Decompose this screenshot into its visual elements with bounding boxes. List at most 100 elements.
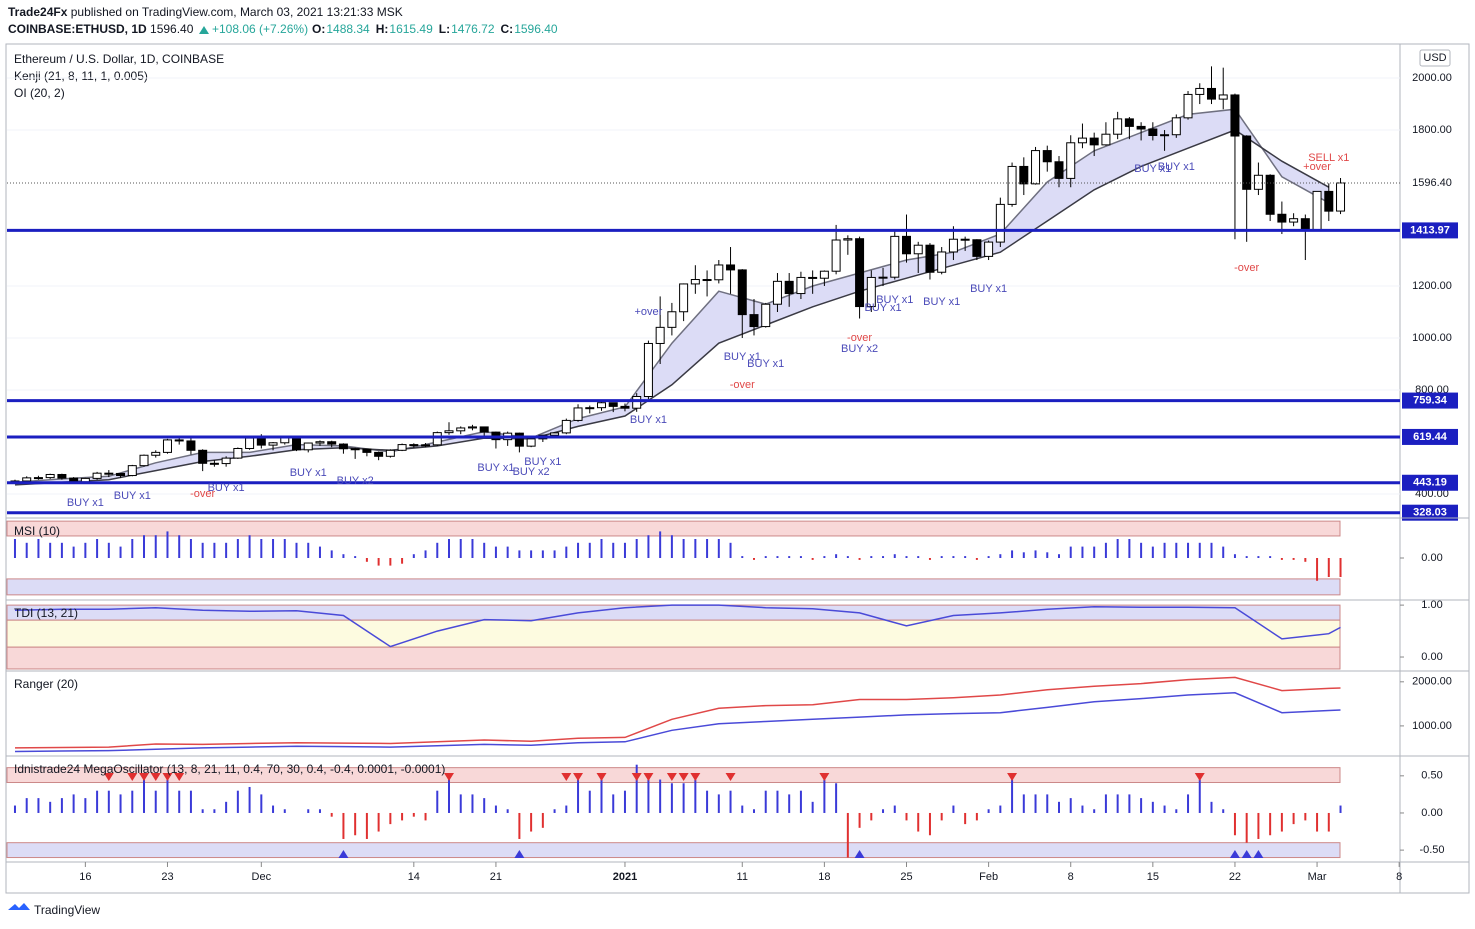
level-label: 1413.97 [1410,224,1450,236]
currency-box[interactable] [1419,49,1451,67]
candle-body [1324,190,1334,212]
sell-signal [573,773,584,781]
y-tick-label: 0.50 [1421,770,1442,782]
sell-signal [444,773,455,781]
annotation: BUY x1 [970,283,1007,295]
sell-signal [666,773,677,781]
candle-body [1054,161,1064,179]
candle-body [573,407,583,421]
pane-title: MSI (10) [14,524,60,538]
candle-body [913,244,923,255]
annotation: BUY x1 [477,462,514,474]
band [6,520,1341,537]
candle-body [878,276,888,279]
candle-body [22,477,32,482]
candle-body [1218,94,1228,100]
candle-body [362,448,372,453]
candle-body [608,402,618,407]
ohlc-label: H: [376,22,389,36]
ohlc-label: C: [501,22,514,36]
price: 1596.40 [150,22,194,36]
x-tick-label: 21 [490,871,502,883]
candle-body [444,430,454,434]
annotation: BUY x1 [630,414,667,426]
buy-signal [1253,850,1264,858]
annotation: BUY x1 [923,296,960,308]
candle-body [1031,150,1041,185]
symbol: COINBASE:ETHUSD, 1D [8,22,147,36]
candle-body [761,303,771,328]
x-tick-label: Mar [1308,871,1327,883]
y-tick-label: 1200.00 [1412,280,1452,292]
band [6,842,1341,859]
annotation: +over [635,306,663,318]
candle-body [456,427,466,432]
candle-body [714,264,724,281]
candle-body [984,241,994,257]
x-tick-label: Dec [252,871,272,883]
annotation: BUY x2 [337,475,374,487]
annotation: +over [1303,161,1331,173]
x-tick-label: 2021 [613,871,637,883]
annotation: BUY x1 [114,490,151,502]
ohlc-label: O: [312,22,325,36]
candle-body [784,280,794,295]
annotation: BUY x1 [864,302,901,314]
annotation: BUY x1 [208,482,245,494]
annotation: SELL x1 [1308,152,1349,164]
currency[interactable]: USD [1423,52,1446,64]
sell-signal [561,773,572,781]
candle-body [632,396,642,409]
candle-body [1007,165,1017,205]
ohlc-value: 1488.34 [326,22,370,36]
level-label-box [1402,504,1458,521]
candle-body [280,437,290,444]
candle-body [972,239,982,257]
candle-body [925,244,935,273]
indicator: Kenji (21, 8, 11, 1, 0.005) [14,69,148,83]
level-label-box [1402,222,1458,239]
candle-body [1077,137,1087,144]
x-tick-label: 25 [900,871,912,883]
annotation: BUY x1 [747,358,784,370]
annotation: BUY x1 [67,497,104,509]
candle-body [890,235,900,278]
candle-body [737,269,747,316]
author: Trade24Fx [8,5,68,19]
candle-body [1160,134,1170,137]
published: published on TradingView.com, March 03, … [71,5,403,19]
sell-signal [643,773,654,781]
candle-body [643,342,653,397]
indicator-line [14,604,1341,648]
buy-signal [1241,850,1252,858]
annotation: -over [190,488,215,500]
candle-body [1124,118,1134,127]
level-label: 619.44 [1413,431,1448,443]
y-tick-label: 1000.00 [1412,720,1452,732]
candle-body [127,465,137,477]
last-price-label: 1596.40 [1412,177,1452,189]
candle-body [679,283,689,313]
candle-body [772,280,782,305]
candle-body [1148,128,1158,137]
candle-body [432,432,442,446]
candle-body [1312,190,1322,231]
symbol-line: COINBASE:ETHUSD, 1D 1596.40 [8,22,194,36]
candle-body [550,432,560,436]
sell-signal [139,773,150,781]
candle-body [1300,218,1310,231]
annotation: -over [1234,262,1259,274]
band [6,578,1341,596]
candle-body [174,439,184,442]
candle-body [1277,213,1287,223]
candle-body [45,473,55,479]
sell-signal [596,773,607,781]
candle-body [1242,135,1252,190]
candle-body [292,437,302,451]
candle-body [514,432,524,447]
candle-body [995,203,1005,243]
x-tick-label: 23 [161,871,173,883]
annotation: BUY x1 [290,467,327,479]
y-tick-label: 0.00 [1421,651,1442,663]
